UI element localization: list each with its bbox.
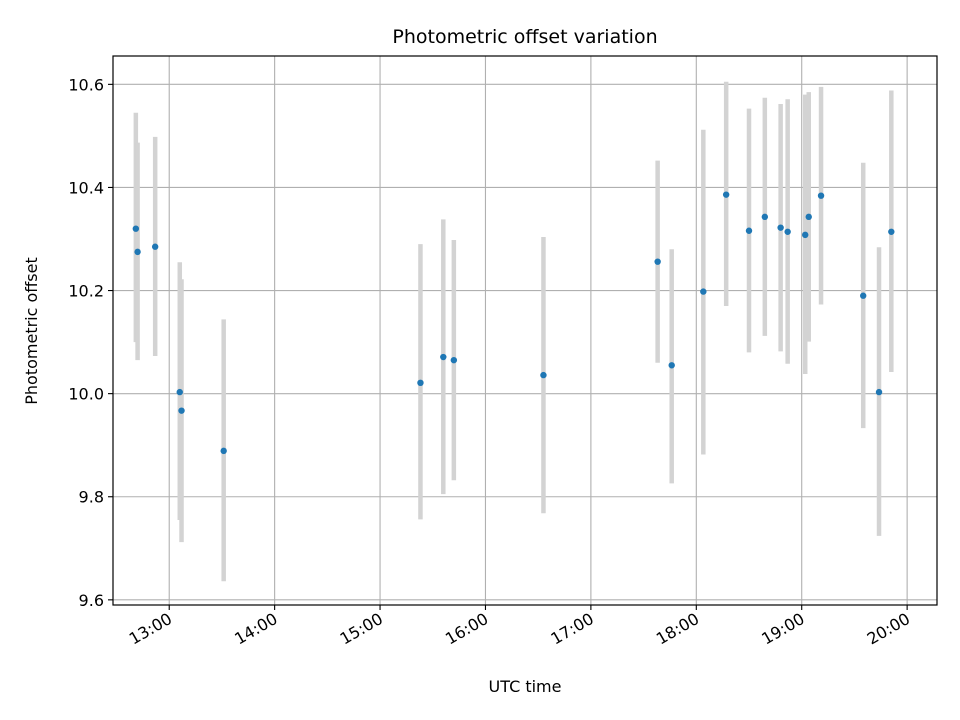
data-point: [151, 243, 159, 250]
data-point: [134, 248, 141, 256]
data-point: [540, 371, 547, 379]
data-point: [817, 192, 825, 199]
data-point: [745, 227, 753, 234]
data-point: [777, 224, 784, 231]
data-point: [178, 407, 185, 414]
data-point: [440, 353, 447, 361]
y-tick-label: 9.6: [79, 591, 104, 610]
data-point: [417, 379, 424, 387]
data-point: [700, 288, 707, 295]
data-points: [132, 191, 895, 455]
y-tick-label: 9.8: [79, 488, 104, 507]
data-point: [888, 228, 895, 235]
data-point: [132, 225, 140, 232]
data-point: [654, 258, 661, 265]
data-point: [220, 447, 227, 455]
x-axis-label: UTC time: [489, 677, 562, 696]
data-point: [784, 228, 791, 235]
data-point: [450, 356, 458, 364]
y-tick-label: 10.0: [68, 385, 104, 404]
data-point: [761, 213, 769, 221]
data-point: [860, 292, 867, 299]
y-tick-label: 10.6: [68, 75, 104, 94]
data-point: [668, 362, 675, 369]
chart-title: Photometric offset variation: [392, 26, 657, 48]
data-point: [875, 388, 883, 396]
y-tick-label: 10.4: [68, 178, 104, 197]
data-point: [176, 388, 183, 396]
plot-frame: [112, 55, 938, 606]
y-tick-label: 10.2: [68, 282, 104, 301]
data-point: [722, 191, 730, 198]
data-point: [805, 213, 812, 221]
grid: [113, 56, 937, 605]
y-axis-label: Photometric offset: [22, 257, 41, 405]
data-point: [802, 231, 809, 239]
